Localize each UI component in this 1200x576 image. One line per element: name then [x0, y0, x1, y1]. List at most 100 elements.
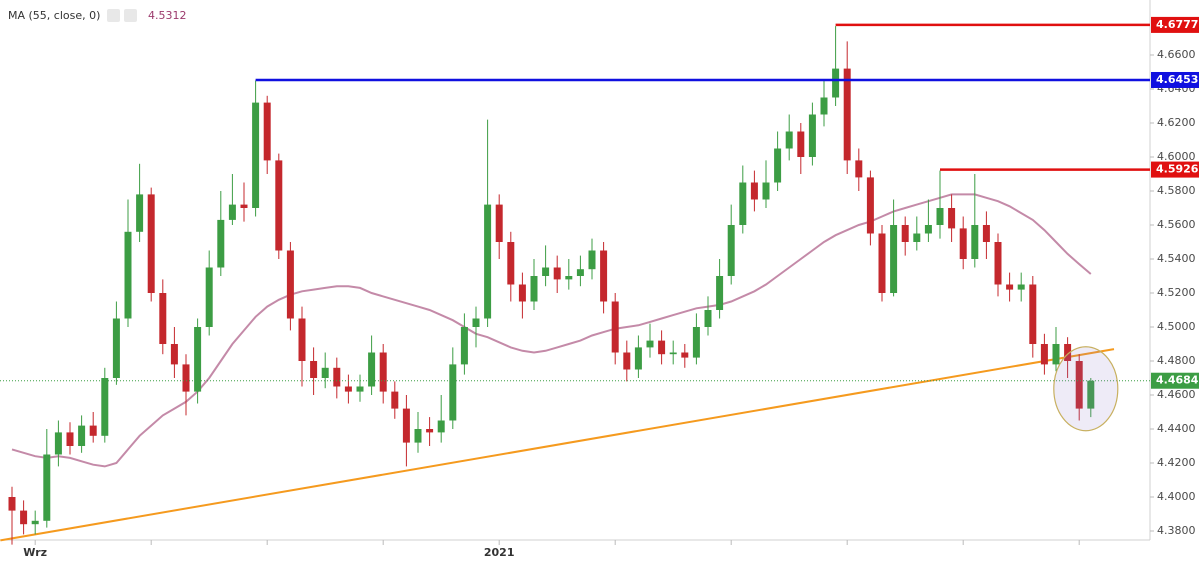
- x-tick-label: Wrz: [23, 546, 47, 559]
- level-label: 4.5926: [1156, 163, 1199, 176]
- candle-body: [136, 194, 144, 232]
- candle-body: [101, 378, 109, 436]
- candle-body: [20, 510, 28, 525]
- candle-body: [194, 327, 202, 392]
- y-tick-label: 4.5000: [1157, 320, 1196, 333]
- candle-body: [170, 344, 178, 365]
- candle-body: [310, 361, 318, 378]
- candle-body: [449, 364, 457, 421]
- candle-body: [982, 225, 990, 242]
- candle-body: [646, 340, 654, 348]
- candle-body: [542, 267, 550, 276]
- ma-value: 4.5312: [148, 9, 187, 22]
- candle-body: [553, 267, 561, 280]
- candle-body: [658, 340, 666, 355]
- y-tick-label: 4.3800: [1157, 524, 1196, 537]
- candle-body: [959, 228, 967, 259]
- candle-body: [240, 204, 248, 208]
- candle-body: [495, 204, 503, 242]
- candle-body: [437, 420, 445, 433]
- candle-body: [147, 194, 155, 293]
- candle-body: [228, 204, 236, 220]
- candle-body: [971, 225, 979, 259]
- candle-body: [484, 204, 492, 319]
- candle-body: [507, 242, 515, 285]
- candle-body: [820, 97, 828, 115]
- y-tick-label: 4.4200: [1157, 456, 1196, 469]
- candle-body: [681, 352, 689, 358]
- candle-body: [634, 347, 642, 370]
- candle-body: [1029, 284, 1037, 344]
- candle-body: [1087, 380, 1095, 409]
- candle-body: [275, 160, 283, 251]
- candle-body: [333, 367, 341, 387]
- y-tick-label: 4.5800: [1157, 184, 1196, 197]
- candle-body: [1052, 344, 1060, 365]
- candle-body: [298, 318, 306, 361]
- x-tick-label: 2021: [484, 546, 515, 559]
- candle-body: [89, 425, 97, 436]
- candle-body: [890, 225, 898, 293]
- highlight-ellipse: [1053, 346, 1119, 432]
- last-price-box: [1151, 372, 1199, 389]
- candle-body: [252, 102, 260, 208]
- level-label: 4.6777: [1156, 18, 1198, 31]
- candle-body: [263, 102, 271, 161]
- y-tick-label: 4.5200: [1157, 286, 1196, 299]
- candle-body: [994, 242, 1002, 285]
- candle-body: [936, 208, 944, 225]
- candle-body: [54, 432, 62, 455]
- level-label: 4.6453: [1156, 73, 1198, 86]
- candle-body: [785, 131, 793, 149]
- ma-line: [11, 193, 1092, 468]
- y-tick-label: 4.6000: [1157, 150, 1196, 163]
- candle-body: [692, 327, 700, 358]
- candle-body: [1075, 361, 1083, 409]
- candle-body: [402, 408, 410, 443]
- candle-body: [774, 148, 782, 183]
- candle-body: [66, 432, 74, 446]
- candle-body: [321, 367, 329, 378]
- candle-body: [762, 182, 770, 200]
- candle-body: [808, 114, 816, 157]
- candle-body: [611, 301, 619, 353]
- candle-body: [565, 276, 573, 280]
- candle-body: [1064, 344, 1072, 361]
- candle-body: [576, 269, 584, 276]
- candle-body: [379, 352, 387, 392]
- candle-body: [704, 310, 712, 327]
- y-tick-label: 4.4600: [1157, 388, 1196, 401]
- candle-body: [1006, 284, 1014, 290]
- candle-body: [832, 68, 840, 98]
- format-icon[interactable]: [124, 9, 137, 22]
- candle-body: [913, 233, 921, 242]
- candle-body: [460, 327, 468, 365]
- candle-body: [472, 318, 480, 327]
- candle-body: [344, 386, 352, 392]
- candle-body: [750, 182, 758, 200]
- candle-body: [600, 250, 608, 302]
- last-price-label: 4.4684: [1156, 374, 1199, 387]
- settings-icon[interactable]: [107, 9, 120, 22]
- candle-body: [217, 219, 225, 268]
- y-tick-label: 4.4000: [1157, 490, 1196, 503]
- candle-body: [924, 225, 932, 234]
- y-tick-label: 4.6200: [1157, 116, 1196, 129]
- candle-body: [866, 177, 874, 234]
- candle-body: [414, 429, 422, 443]
- candle-body: [669, 352, 677, 355]
- level-box: [1151, 161, 1199, 178]
- candle-body: [716, 276, 724, 310]
- candle-body: [8, 497, 16, 511]
- level-box: [1151, 16, 1199, 33]
- candle-body: [727, 225, 735, 276]
- candle-body: [1017, 284, 1025, 290]
- candle-body: [797, 131, 805, 157]
- candle-body: [855, 160, 863, 178]
- y-tick-label: 4.4800: [1157, 354, 1196, 367]
- ma-label: MA (55, close, 0): [8, 9, 100, 22]
- trendline: [0, 348, 1115, 542]
- candle-body: [518, 284, 526, 302]
